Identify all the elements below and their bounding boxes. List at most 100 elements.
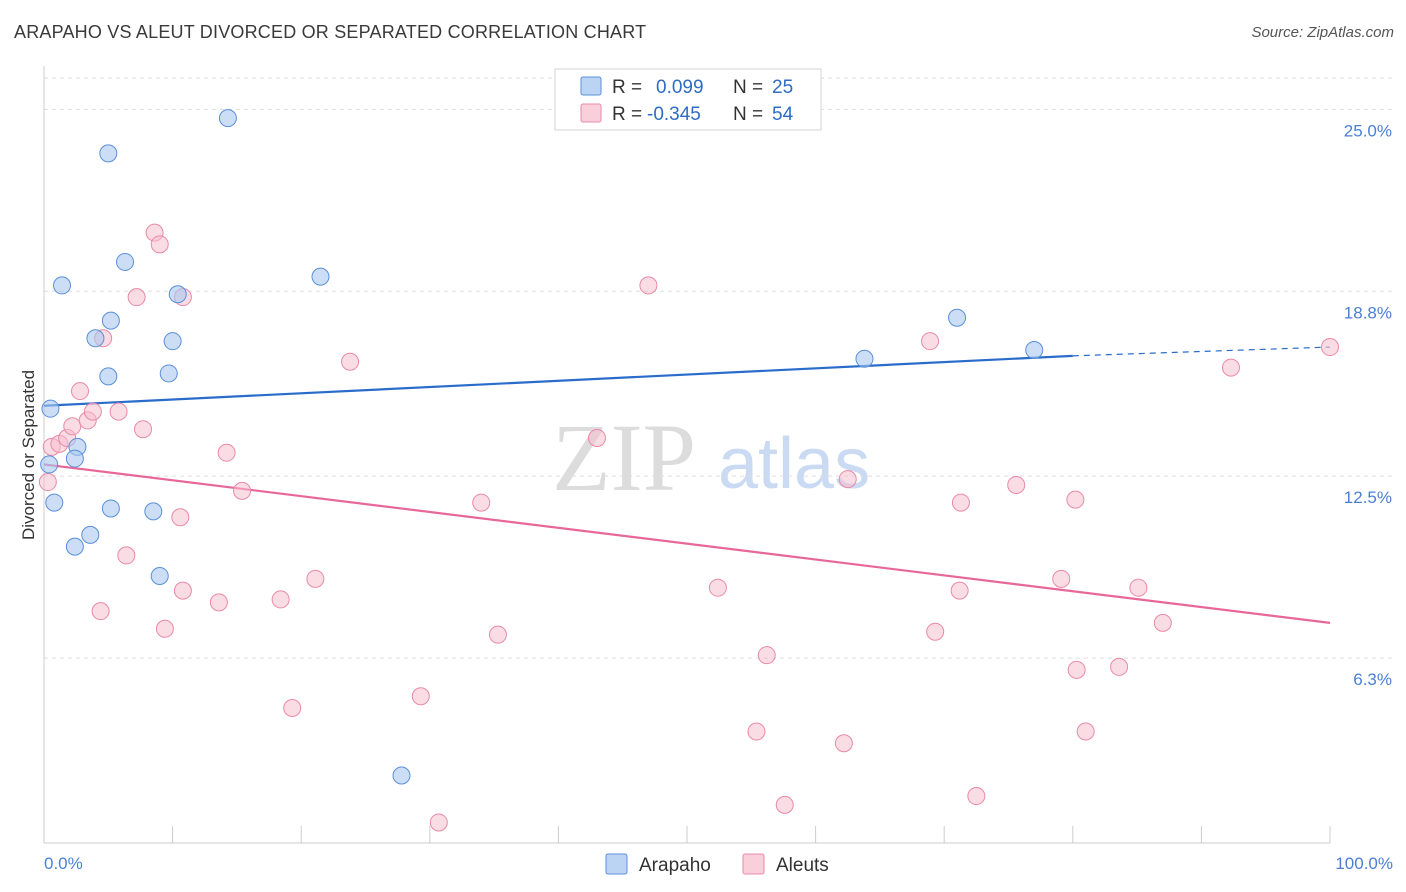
watermark-zip: ZIP <box>552 404 696 511</box>
arapaho-point <box>159 364 178 383</box>
aleut-point <box>429 813 448 832</box>
aleut-point <box>951 493 970 512</box>
arapaho-point <box>99 144 118 163</box>
legend-swatch-aleut <box>580 103 602 123</box>
aleut-point <box>71 382 90 401</box>
y-tick-label: 6.3% <box>1353 670 1392 689</box>
legend: R = 0.099 N = 25 R = -0.345 N = 54 <box>554 68 822 131</box>
aleut-point <box>1007 475 1026 494</box>
bottom-legend-swatch-arapaho <box>605 853 628 875</box>
x-tick-label-end: 100.0% <box>1335 854 1393 873</box>
bottom-legend-arapaho: Arapaho <box>639 855 711 876</box>
aleut-point <box>639 276 658 295</box>
arapaho-point <box>81 525 100 544</box>
aleut-point <box>155 619 174 638</box>
aleut-point <box>173 581 192 600</box>
aleut-point <box>587 429 606 448</box>
arapaho-point <box>1025 340 1044 359</box>
aleut-point <box>109 402 128 421</box>
arapaho-point <box>855 349 874 368</box>
legend-r-value-arapaho: 0.099 <box>656 77 704 98</box>
watermark-atlas: atlas <box>718 424 870 504</box>
aleut-point <box>1067 660 1086 679</box>
chart-source: Source: ZipAtlas.com <box>1251 24 1394 41</box>
bottom-legend-aleut: Aleuts <box>776 855 829 876</box>
aleut-point <box>1321 338 1339 357</box>
aleut-point <box>209 593 228 612</box>
chart-title: ARAPAHO VS ALEUT DIVORCED OR SEPARATED C… <box>14 22 647 42</box>
aleut-point <box>117 546 136 565</box>
aleut-point <box>757 646 776 665</box>
y-tick-labels: 6.3% 12.5% 18.8% 25.0% <box>1344 121 1392 689</box>
aleut-point <box>775 795 794 814</box>
legend-r-label-aleut: R = <box>612 104 642 125</box>
aleut-point <box>838 470 857 489</box>
arapaho-point <box>150 566 169 585</box>
arapaho-point <box>65 537 84 556</box>
arapaho-point <box>168 285 187 304</box>
arapaho-point <box>99 367 118 386</box>
aleut-point <box>271 590 290 609</box>
arapaho-trend-extension <box>1072 346 1331 357</box>
aleut-points <box>38 223 1339 832</box>
legend-n-label-arapaho: N = <box>733 77 763 98</box>
legend-r-label-arapaho: R = <box>612 77 642 98</box>
aleut-point <box>950 581 969 600</box>
bottom-legend-swatch-aleut <box>742 853 765 875</box>
aleut-point <box>411 687 430 706</box>
arapaho-point <box>163 332 182 351</box>
legend-n-value-aleut: 54 <box>772 104 794 125</box>
aleut-point <box>306 569 325 588</box>
arapaho-trend-line <box>43 354 1073 407</box>
aleut-point <box>708 578 727 597</box>
arapaho-point <box>218 109 237 128</box>
aleut-point <box>1052 569 1071 588</box>
aleut-point <box>283 699 302 718</box>
arapaho-point <box>311 267 330 286</box>
axes <box>43 66 1331 844</box>
trend-lines <box>43 346 1331 624</box>
x-tick-label-start: 0.0% <box>44 854 83 873</box>
legend-swatch-arapaho <box>580 76 602 96</box>
y-tick-label: 25.0% <box>1344 121 1392 140</box>
bottom-legend: Arapaho Aleuts <box>605 853 829 876</box>
arapaho-point <box>144 502 163 521</box>
aleut-point <box>747 722 766 741</box>
aleut-point <box>134 420 153 439</box>
arapaho-point <box>116 252 135 271</box>
x-tick-labels: 0.0% 100.0% <box>44 854 1393 873</box>
arapaho-point <box>101 311 120 330</box>
aleut-point <box>233 481 252 500</box>
aleut-point <box>921 332 940 351</box>
legend-n-label-aleut: N = <box>733 104 763 125</box>
aleut-point <box>341 352 360 371</box>
aleut-point <box>967 787 986 806</box>
aleut-point <box>1110 657 1129 676</box>
legend-r-value-aleut: -0.345 <box>647 104 701 125</box>
aleut-point <box>127 288 146 307</box>
aleut-point <box>472 493 491 512</box>
aleut-trend-line <box>43 463 1331 624</box>
aleut-point <box>38 473 57 492</box>
aleut-point <box>91 602 110 621</box>
y-tick-label: 18.8% <box>1344 303 1392 322</box>
arapaho-point <box>65 449 84 468</box>
aleut-point <box>217 443 236 462</box>
aleut-point <box>171 508 190 527</box>
legend-n-value-arapaho: 25 <box>772 77 793 98</box>
arapaho-point <box>86 329 105 348</box>
arapaho-point <box>40 455 59 474</box>
arapaho-point <box>101 499 120 518</box>
aleut-point <box>1221 358 1240 377</box>
grid-lines <box>44 77 1392 659</box>
aleut-point <box>488 625 507 644</box>
aleut-point <box>834 734 853 753</box>
aleut-point <box>1129 578 1148 597</box>
arapaho-points <box>40 109 1044 785</box>
y-tick-label: 12.5% <box>1344 488 1392 507</box>
arapaho-point <box>45 493 64 512</box>
arapaho-point <box>392 766 411 785</box>
aleut-point <box>150 235 169 254</box>
aleut-point <box>1066 490 1085 509</box>
